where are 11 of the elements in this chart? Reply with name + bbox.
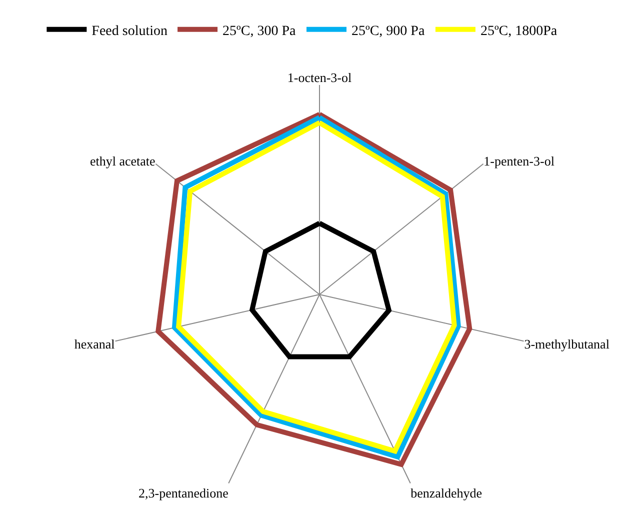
legend-label: 25ºC, 1800Pa: [480, 24, 558, 39]
spoke-label: 2,3-pentanedione: [138, 485, 229, 500]
legend-label: 25ºC, 900 Pa: [351, 24, 426, 39]
spoke-label: 1-penten-3-ol: [484, 154, 555, 169]
legend-label: 25ºC, 300 Pa: [222, 24, 296, 39]
spoke-label: 3-methylbutanal: [524, 336, 610, 352]
spoke-label: benzaldehyde: [410, 485, 482, 500]
spoke-label: hexanal: [74, 336, 116, 352]
spoke-label: ethyl acetate: [90, 154, 156, 169]
legend-label: Feed solution: [92, 24, 168, 39]
spoke-label: 1-octen-3-ol: [287, 70, 352, 85]
